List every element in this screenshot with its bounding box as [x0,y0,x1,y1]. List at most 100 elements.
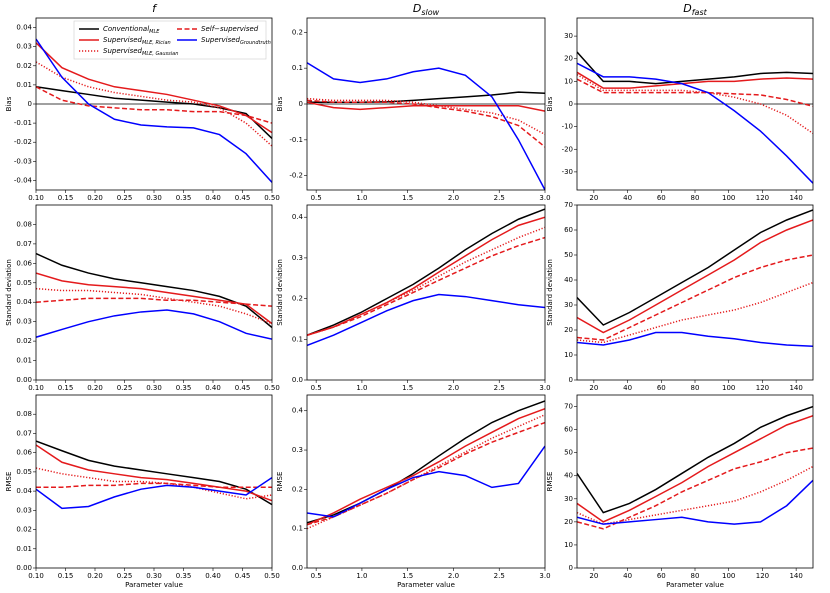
legend-subscript: Groundtruth [240,40,271,46]
title-main: D [413,2,421,15]
legend-name: Supervised [201,36,241,44]
series-line [307,208,545,336]
x-tick-label: 60 [657,194,666,202]
series-line [307,226,545,336]
legend-label: Self−supervised [201,25,259,33]
x-tick-label: 120 [756,384,769,392]
legend-name: Conventional [103,25,149,33]
x-tick-label: 100 [722,572,735,580]
legend-subscript: MLE [149,29,160,35]
y-tick-label: 30 [564,301,573,309]
y-tick-label: 50 [564,251,573,259]
x-tick-label: 1.0 [356,384,367,392]
x-tick-label: 120 [756,572,769,580]
y-tick-label: 30 [564,495,573,503]
y-tick-label: 0.05 [16,468,32,476]
y-tick-label: 0 [299,100,303,108]
subplot-title: Dfast [683,2,707,17]
y-tick-label: 0.0 [292,564,303,572]
y-tick-label: -0.02 [14,138,32,146]
y-axis-label: Bias [276,96,284,111]
series-line [577,71,813,89]
x-tick-label: 0.10 [28,384,44,392]
series-line [307,62,545,190]
y-tick-label: 0 [569,100,573,108]
y-tick-label: 60 [564,426,573,434]
subplot-title: f [152,2,158,15]
axes-frame [306,394,546,569]
y-tick-label: 10 [564,541,573,549]
x-tick-label: 0.45 [235,572,251,580]
y-tick-label: 0.04 [16,298,32,306]
x-tick-label: 1.5 [402,384,413,392]
plot-area [36,395,272,568]
x-tick-label: 2.5 [494,194,505,202]
y-tick-label: 10 [564,351,573,359]
legend-label: ConventionalMLE [103,25,160,35]
x-tick-label: 2.0 [448,194,459,202]
title-subscript: slow [421,8,439,17]
x-tick-label: 100 [722,384,735,392]
y-tick-label: 50 [564,449,573,457]
x-tick-label: 0.5 [311,572,322,580]
x-tick-label: 3.0 [539,572,550,580]
plot-area [307,205,545,380]
y-tick-label: 0.2 [292,28,303,36]
x-tick-label: 80 [691,572,700,580]
series-line [577,331,813,347]
series-line [577,78,813,107]
legend-box [73,20,267,60]
x-tick-label: 0.45 [235,194,251,202]
series-line [36,467,272,500]
series-line [36,482,272,489]
y-axis-label: Standard deviation [546,259,554,326]
y-tick-label: 0.02 [16,62,32,70]
axes-frame [35,394,273,569]
x-tick-label: 100 [722,194,735,202]
x-tick-label: 140 [789,194,802,202]
x-tick-label: 0.35 [176,384,192,392]
series-line [307,99,545,148]
axes-frame [306,204,546,381]
x-tick-label: 1.0 [356,572,367,580]
plot-area [577,395,813,568]
series-line [577,415,813,523]
plot-area [36,205,272,380]
y-tick-label: 0.1 [292,525,303,533]
y-tick-label: -10 [562,123,573,131]
series-line [307,400,545,524]
x-tick-label: 1.5 [402,572,413,580]
y-tick-label: 0.04 [16,487,32,495]
y-tick-label: 0.00 [16,564,32,572]
x-tick-label: 140 [789,384,802,392]
series-line [36,287,272,325]
series-line [36,42,272,134]
x-tick-label: 80 [691,384,700,392]
x-tick-label: 0.50 [264,384,280,392]
series-line [307,445,545,518]
y-tick-label: -0.1 [289,136,303,144]
title-main: D [683,2,691,15]
y-tick-label: -0.01 [14,119,32,127]
axes-frame [576,204,814,381]
y-tick-label: 0.00 [16,376,32,384]
x-tick-label: 0.20 [87,572,103,580]
x-tick-label: 0.40 [205,194,221,202]
x-axis-label: Parameter value [397,581,455,589]
axes-frame [35,204,273,381]
y-tick-label: 0.05 [16,279,32,287]
y-axis-label: RMSE [276,472,284,492]
legend-name: Supervised [103,47,143,55]
x-axis-label: Parameter value [125,581,183,589]
series-line [36,38,272,183]
x-tick-label: 20 [589,194,598,202]
plot-area [307,395,545,568]
legend-subscript: MLE, Rician [142,40,171,46]
y-tick-label: 70 [564,201,573,209]
title-main: f [152,2,158,15]
y-tick-label: 70 [564,403,573,411]
y-tick-label: 0.4 [292,407,304,415]
y-tick-label: 0.07 [16,240,32,248]
series-line [577,51,813,85]
subplot-title: Dslow [413,2,440,17]
